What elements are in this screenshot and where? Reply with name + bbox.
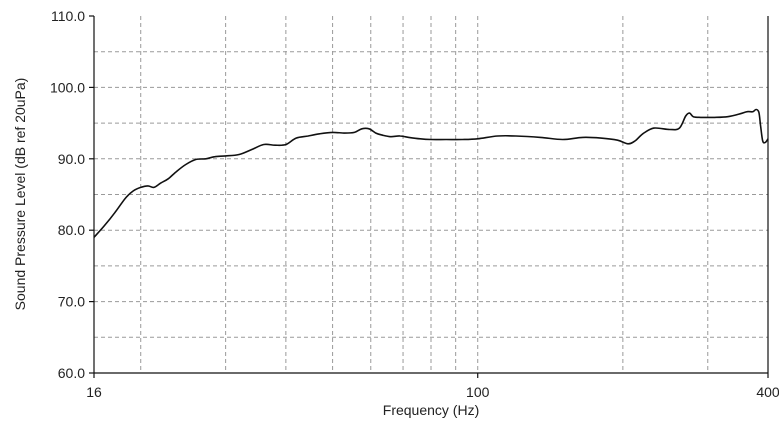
y-tick-label: 70.0 [58, 294, 85, 310]
y-tick-label: 110.0 [51, 8, 85, 24]
y-axis-title: Sound Pressure Level (dB ref 20uPa) [12, 78, 28, 311]
x-tick-label: 100 [466, 384, 490, 400]
y-tick-label: 60.0 [58, 365, 85, 381]
y-tick-label: 80.0 [58, 222, 85, 238]
x-ticks: 16 100 400 [86, 373, 779, 400]
x-tick-label: 400 [756, 384, 779, 400]
series-line [93, 108, 769, 238]
y-tick-label: 90.0 [58, 151, 85, 167]
y-tick-label: 100.0 [50, 79, 85, 95]
series-layer [93, 108, 769, 238]
x-tick-label: 16 [86, 384, 102, 400]
x-axis-title: Frequency (Hz) [383, 402, 479, 418]
grid [94, 16, 768, 373]
y-ticks: 60.0 70.0 80.0 90.0 100.0 110.0 [50, 8, 94, 381]
